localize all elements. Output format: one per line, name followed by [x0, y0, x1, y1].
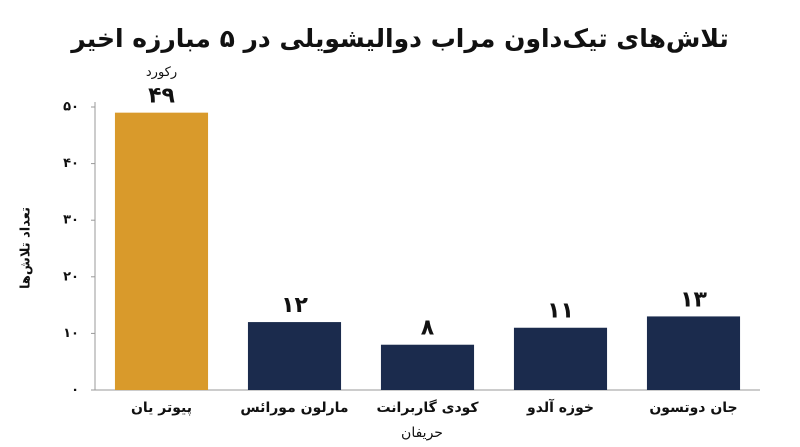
x-tick-label: مارلون مورائس [240, 400, 348, 416]
x-tick-label: خوزه آلدو [526, 398, 594, 416]
y-axis-label: تعداد تلاش‌ها [19, 207, 34, 289]
bar [247, 322, 342, 390]
chart-title: تلاش‌های تیک‌داون مراب دوالیشویلی در ۵ م… [69, 24, 729, 54]
bar [646, 316, 741, 390]
y-tick-label: ۵۰ [63, 100, 79, 115]
value-label: ۱۱ [547, 299, 574, 324]
x-tick-label: جان دوتسون [649, 400, 737, 416]
bar [114, 112, 209, 390]
y-tick-label: ۳۰ [63, 213, 79, 228]
value-label: ۴۹ [148, 84, 175, 109]
x-tick-label: کودی گاربرانت [376, 399, 479, 416]
value-label: ۱۲ [281, 293, 308, 318]
y-tick-label: ۱۰ [63, 326, 79, 341]
bar [380, 344, 475, 390]
value-label: ۱۳ [680, 287, 707, 312]
y-tick-label: ۴۰ [63, 156, 79, 171]
bar [513, 327, 608, 390]
x-axis-label: حریفان [401, 425, 443, 441]
value-label: ۸ [421, 316, 435, 341]
y-tick-label: ۰ [71, 383, 79, 398]
y-tick-label: ۲۰ [63, 269, 79, 284]
x-tick-label: پیوتر یان [131, 400, 192, 416]
annotation: رکورد [146, 65, 177, 80]
